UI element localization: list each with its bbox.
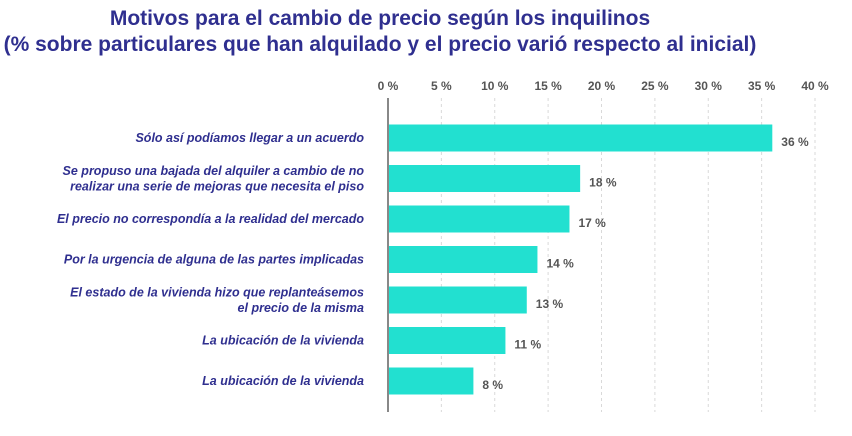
bar — [388, 246, 538, 273]
x-tick-label: 0 % — [378, 79, 399, 93]
bar — [388, 367, 474, 395]
data-label: 36 % — [781, 135, 809, 149]
category-label: el precio de la misma — [238, 301, 364, 315]
x-tick-label: 15 % — [534, 79, 562, 93]
category-label: Se propuso una bajada del alquiler a cam… — [63, 164, 365, 178]
category-label: Por la urgencia de alguna de las partes … — [64, 253, 364, 267]
data-label: 8 % — [482, 378, 503, 392]
data-label: 18 % — [589, 176, 617, 190]
x-tick-label: 10 % — [481, 79, 509, 93]
data-label: 14 % — [546, 257, 574, 271]
category-label: La ubicación de la vivienda — [202, 374, 364, 388]
chart-title: Motivos para el cambio de precio según l… — [0, 6, 760, 58]
x-tick-label: 30 % — [695, 79, 723, 93]
bar — [388, 327, 506, 354]
bar — [388, 165, 581, 192]
bar — [388, 124, 773, 152]
data-label: 11 % — [514, 338, 541, 352]
category-label: El estado de la vivienda hizo que replan… — [70, 285, 364, 299]
x-tick-label: 20 % — [588, 79, 616, 93]
data-label: 17 % — [578, 216, 606, 230]
category-label: La ubicación de la vivienda — [202, 334, 364, 348]
bar — [388, 205, 570, 233]
x-tick-label: 40 % — [801, 79, 829, 93]
category-label: El precio no correspondía a la realidad … — [57, 212, 364, 226]
chart-title-line-1: Motivos para el cambio de precio según l… — [109, 7, 651, 30]
x-tick-label: 25 % — [641, 79, 669, 93]
data-label: 13 % — [536, 297, 564, 311]
chart-title-line-2: (% sobre particulares que han alquilado … — [3, 33, 757, 56]
category-label: Sólo así podíamos llegar a un acuerdo — [135, 131, 364, 145]
x-tick-label: 35 % — [748, 79, 776, 93]
x-tick-label: 5 % — [431, 79, 452, 93]
category-label: realizar una serie de mejoras que necesi… — [70, 179, 364, 193]
bar — [388, 286, 527, 314]
